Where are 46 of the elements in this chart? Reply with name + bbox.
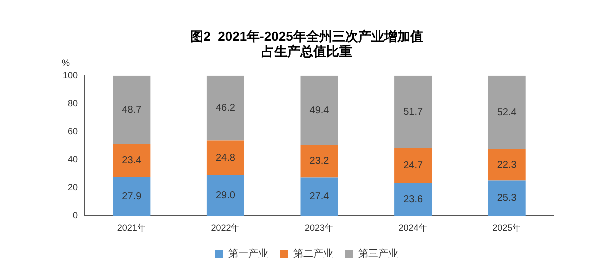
bar bbox=[488, 180, 526, 216]
data-label: 48.7 bbox=[122, 104, 142, 116]
bar bbox=[300, 178, 338, 216]
chart-title: 图2 2021年-2025年全州三次产业增加值占生产总值比重 bbox=[190, 29, 424, 60]
legend-label: 第二产业 bbox=[294, 248, 334, 260]
bar bbox=[394, 183, 432, 216]
y-axis-title: % bbox=[62, 58, 70, 68]
bar bbox=[113, 76, 151, 144]
x-tick-label: 2021年 bbox=[117, 223, 146, 234]
data-label: 24.7 bbox=[404, 160, 424, 172]
data-label: 24.8 bbox=[216, 152, 236, 164]
data-label: 23.2 bbox=[310, 156, 330, 168]
data-label: 27.4 bbox=[310, 192, 330, 203]
bar bbox=[488, 76, 526, 150]
bar bbox=[300, 145, 338, 178]
bar bbox=[206, 140, 244, 176]
bar bbox=[394, 148, 432, 184]
x-tick-label: 2022年 bbox=[211, 223, 240, 234]
data-label: 22.3 bbox=[497, 160, 518, 171]
data-label: 52.4 bbox=[497, 107, 518, 118]
bar bbox=[113, 177, 151, 216]
y-tick-label: 60 bbox=[68, 126, 78, 137]
legend-label: 第一产业 bbox=[228, 248, 268, 260]
x-tick-label: 2023年 bbox=[304, 223, 334, 234]
x-tick-label: 2024年 bbox=[398, 223, 428, 234]
data-label: 49.4 bbox=[310, 105, 330, 116]
bar bbox=[300, 76, 338, 146]
data-label: 25.3 bbox=[497, 193, 518, 204]
y-tick-label: 0 bbox=[73, 210, 78, 221]
y-tick-label: 40 bbox=[68, 154, 78, 165]
bar bbox=[488, 149, 526, 181]
data-label: 51.7 bbox=[404, 106, 424, 118]
y-tick-label: 100 bbox=[62, 70, 78, 80]
legend-label: 第三产业 bbox=[358, 248, 398, 260]
bar bbox=[206, 76, 244, 141]
y-tick-label: 20 bbox=[68, 182, 78, 193]
bar bbox=[113, 144, 151, 178]
data-label: 46.2 bbox=[216, 103, 236, 114]
data-label: 23.6 bbox=[404, 194, 424, 206]
bar bbox=[394, 76, 432, 148]
data-label: 27.9 bbox=[122, 191, 142, 202]
x-tick-label: 2025年 bbox=[492, 223, 522, 234]
data-label: 29.0 bbox=[216, 190, 236, 202]
bar bbox=[206, 176, 244, 216]
data-label: 23.4 bbox=[122, 155, 142, 166]
y-tick-label: 80 bbox=[68, 98, 78, 108]
